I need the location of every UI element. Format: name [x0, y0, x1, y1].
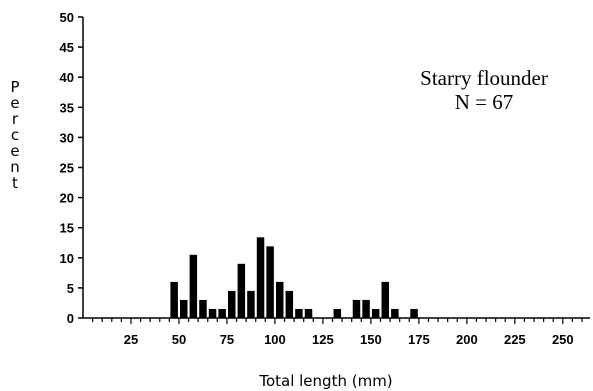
y-tick-label: 5 [67, 281, 74, 296]
y-axis-title-letter: t [12, 174, 18, 192]
histogram-bar [333, 308, 342, 318]
histogram-bar [256, 237, 265, 318]
histogram-bar [189, 254, 198, 318]
x-axis-ticks: 25 50 75 100 125 150 175 200 225 250 [91, 318, 583, 347]
y-axis-title-letter: e [10, 94, 19, 112]
annotation-sample-size: N = 67 [455, 90, 514, 114]
y-axis-title-letter: n [10, 158, 20, 176]
x-axis-title: Total length (mm) [258, 372, 392, 390]
x-tick-label: 225 [504, 332, 526, 347]
bars [170, 237, 418, 318]
y-tick-label: 25 [60, 161, 74, 176]
histogram-bar [218, 308, 226, 318]
histogram-bar [371, 308, 380, 318]
histogram-bar [391, 308, 399, 318]
y-tick-label: 15 [60, 221, 74, 236]
y-tick-label: 20 [60, 191, 74, 206]
histogram-bar [285, 290, 294, 318]
histogram-bar [170, 281, 178, 318]
annotation-species: Starry flounder [420, 66, 548, 90]
y-tick-label: 0 [67, 311, 74, 326]
x-tick-label: 25 [124, 332, 138, 347]
histogram-bar [208, 308, 217, 318]
y-tick-label: 35 [60, 100, 74, 115]
y-tick-label: 30 [60, 130, 74, 145]
histogram-bar [362, 299, 370, 318]
histogram-bar [227, 290, 236, 318]
y-axis-title-letter: r [12, 110, 19, 128]
y-axis-ticks: 0 5 10 15 20 25 30 35 40 45 50 [60, 10, 83, 326]
y-tick-label: 40 [60, 70, 74, 85]
histogram-bar [304, 308, 313, 318]
histogram-bar [381, 281, 390, 318]
histogram-bar [199, 299, 207, 318]
y-tick-label: 50 [60, 10, 74, 25]
histogram-bar [275, 281, 284, 318]
histogram-bar [352, 299, 361, 318]
x-tick-label: 125 [312, 332, 334, 347]
histogram-bar [180, 299, 188, 318]
y-tick-label: 10 [60, 251, 74, 266]
x-tick-label: 200 [456, 332, 478, 347]
histogram-bar [266, 246, 274, 318]
histogram-bar [410, 308, 418, 318]
y-axis-title-letter: e [10, 142, 19, 160]
x-tick-label: 150 [360, 332, 382, 347]
y-tick-label: 45 [60, 40, 74, 55]
x-tick-label: 175 [408, 332, 430, 347]
y-axis-title-letter: c [11, 126, 19, 144]
y-axis-title-letter: P [10, 78, 19, 96]
x-tick-label: 100 [264, 332, 286, 347]
histogram-bar [295, 308, 303, 318]
x-tick-label: 50 [172, 332, 186, 347]
histogram-bar [237, 263, 246, 318]
histogram-bar [247, 290, 255, 318]
x-tick-label: 75 [220, 332, 234, 347]
x-tick-label: 250 [552, 332, 574, 347]
